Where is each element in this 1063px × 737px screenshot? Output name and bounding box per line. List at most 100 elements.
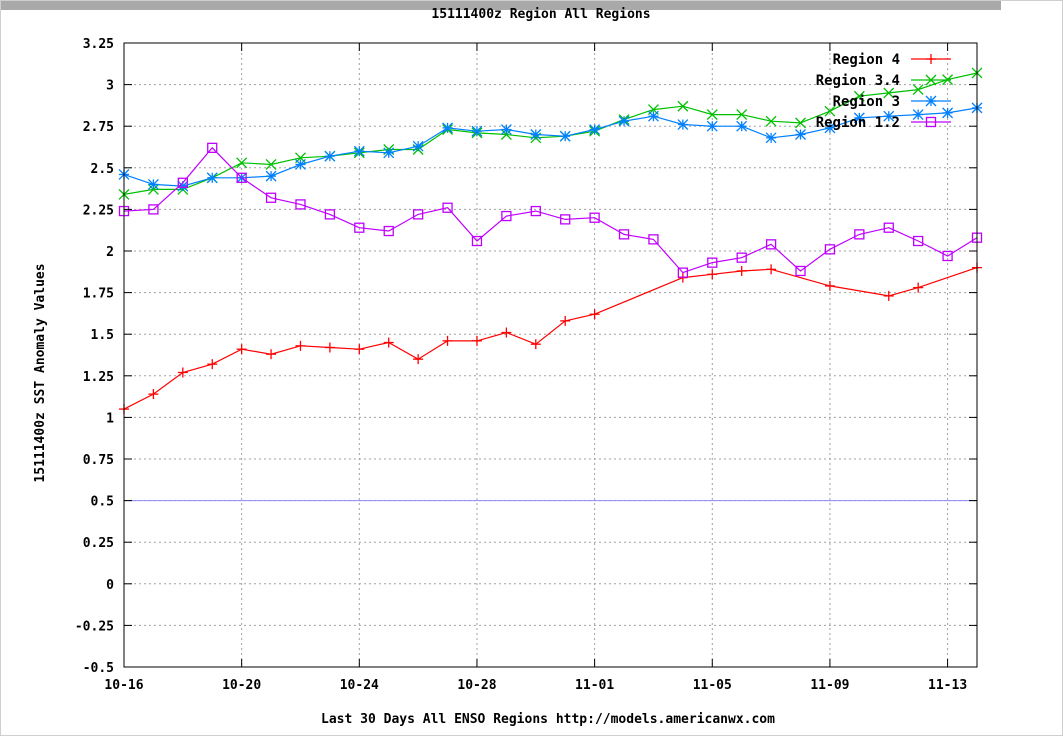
data-point [354, 344, 365, 355]
marker-stroke [353, 145, 365, 157]
legend-label: Region 1.2 [816, 115, 900, 131]
data-point [942, 250, 953, 262]
marker-stroke [913, 235, 924, 247]
data-point [354, 222, 365, 233]
data-point [560, 315, 571, 326]
axes [123, 42, 978, 668]
marker-stroke [236, 157, 248, 169]
data-point [648, 234, 659, 245]
marker-stroke [883, 110, 895, 122]
data-point [442, 202, 453, 213]
marker-stroke [265, 170, 277, 182]
data-point [324, 342, 335, 353]
data-point [942, 107, 954, 119]
data-point [795, 117, 806, 129]
marker-stroke [589, 124, 601, 135]
marker-stroke [618, 229, 630, 240]
data-point [206, 172, 218, 184]
y-tick-label: 1.5 [91, 328, 114, 343]
data-point [265, 159, 277, 170]
y-tick-label: -0.5 [83, 661, 114, 676]
marker-stroke [471, 125, 483, 137]
marker-stroke [559, 130, 571, 142]
data-point [236, 157, 248, 169]
marker-stroke [765, 132, 777, 144]
y-tick-label: -0.25 [75, 619, 114, 634]
data-point [765, 239, 777, 250]
marker-stroke [925, 74, 937, 86]
marker-stroke [618, 115, 630, 127]
y-tick-label: 3.25 [83, 37, 114, 52]
y-tick-label: 3 [106, 79, 114, 94]
data-point [177, 177, 188, 188]
data-point [824, 244, 836, 255]
data-point [589, 212, 600, 223]
data-point [148, 389, 159, 400]
data-point [295, 340, 306, 351]
marker-stroke [853, 90, 865, 102]
data-point [736, 265, 747, 276]
tick-labels: -0.5 -0.25 0 0.25 0.5 0.75 1 1.25 1.5 1.75 2 2.25 2.… [75, 37, 967, 693]
data-point [236, 172, 247, 183]
data-point [471, 335, 482, 346]
x-tick-label: 11-05 [693, 678, 732, 693]
data-point [913, 282, 924, 293]
marker-stroke [677, 100, 689, 112]
data-point [530, 129, 542, 140]
data-point [677, 119, 689, 130]
series-line-4 [123, 146, 978, 274]
marker-stroke [147, 178, 159, 190]
data-point [560, 214, 571, 225]
data-point [883, 87, 895, 99]
marker-stroke [912, 84, 924, 96]
data-point [765, 115, 777, 127]
y-tick-label: 0.5 [91, 495, 114, 510]
marker-stroke [177, 177, 188, 188]
data-point [148, 204, 159, 215]
data-point [413, 354, 424, 365]
data-point [412, 140, 424, 152]
data-point [795, 265, 806, 277]
marker-stroke [795, 265, 806, 277]
x-tick-label: 10-28 [457, 678, 496, 693]
y-tick-label: 0 [106, 578, 114, 593]
marker-stroke [824, 122, 836, 134]
marker-stroke [383, 225, 394, 237]
data-point [765, 132, 777, 144]
data-point [324, 150, 336, 162]
plot-border [123, 42, 978, 668]
marker-stroke [324, 150, 336, 162]
x-tick-label: 10-20 [222, 678, 261, 693]
data-point [912, 109, 924, 121]
data-point [736, 252, 747, 263]
marker-stroke [677, 119, 689, 130]
data-point [501, 210, 512, 222]
data-point [854, 229, 865, 240]
series-line-1 [123, 267, 978, 410]
data-point [707, 269, 718, 280]
marker-stroke [765, 115, 777, 127]
data-point [925, 74, 937, 86]
data-point [559, 130, 571, 142]
marker-stroke [207, 142, 218, 153]
x-tick-label: 10-24 [340, 678, 379, 693]
data-point [912, 84, 924, 96]
legend-label: Region 4 [833, 52, 900, 68]
data-point [647, 110, 659, 122]
y-tick-label: 1.25 [83, 370, 114, 385]
series-line-2 [123, 72, 978, 195]
x-tick-label: 11-09 [810, 678, 849, 693]
chart-title: 15111400z Region All Regions [431, 7, 650, 22]
marker-stroke [648, 234, 659, 245]
data-point [736, 120, 748, 132]
marker-stroke [501, 210, 512, 222]
data-point [324, 209, 336, 220]
marker-stroke [442, 202, 453, 213]
marker-stroke [560, 214, 571, 225]
y-tick-label: 2 [106, 245, 114, 260]
data-point [442, 335, 453, 346]
marker-stroke [206, 172, 218, 184]
x-tick-label: 10-16 [104, 678, 143, 693]
marker-stroke [265, 159, 277, 170]
